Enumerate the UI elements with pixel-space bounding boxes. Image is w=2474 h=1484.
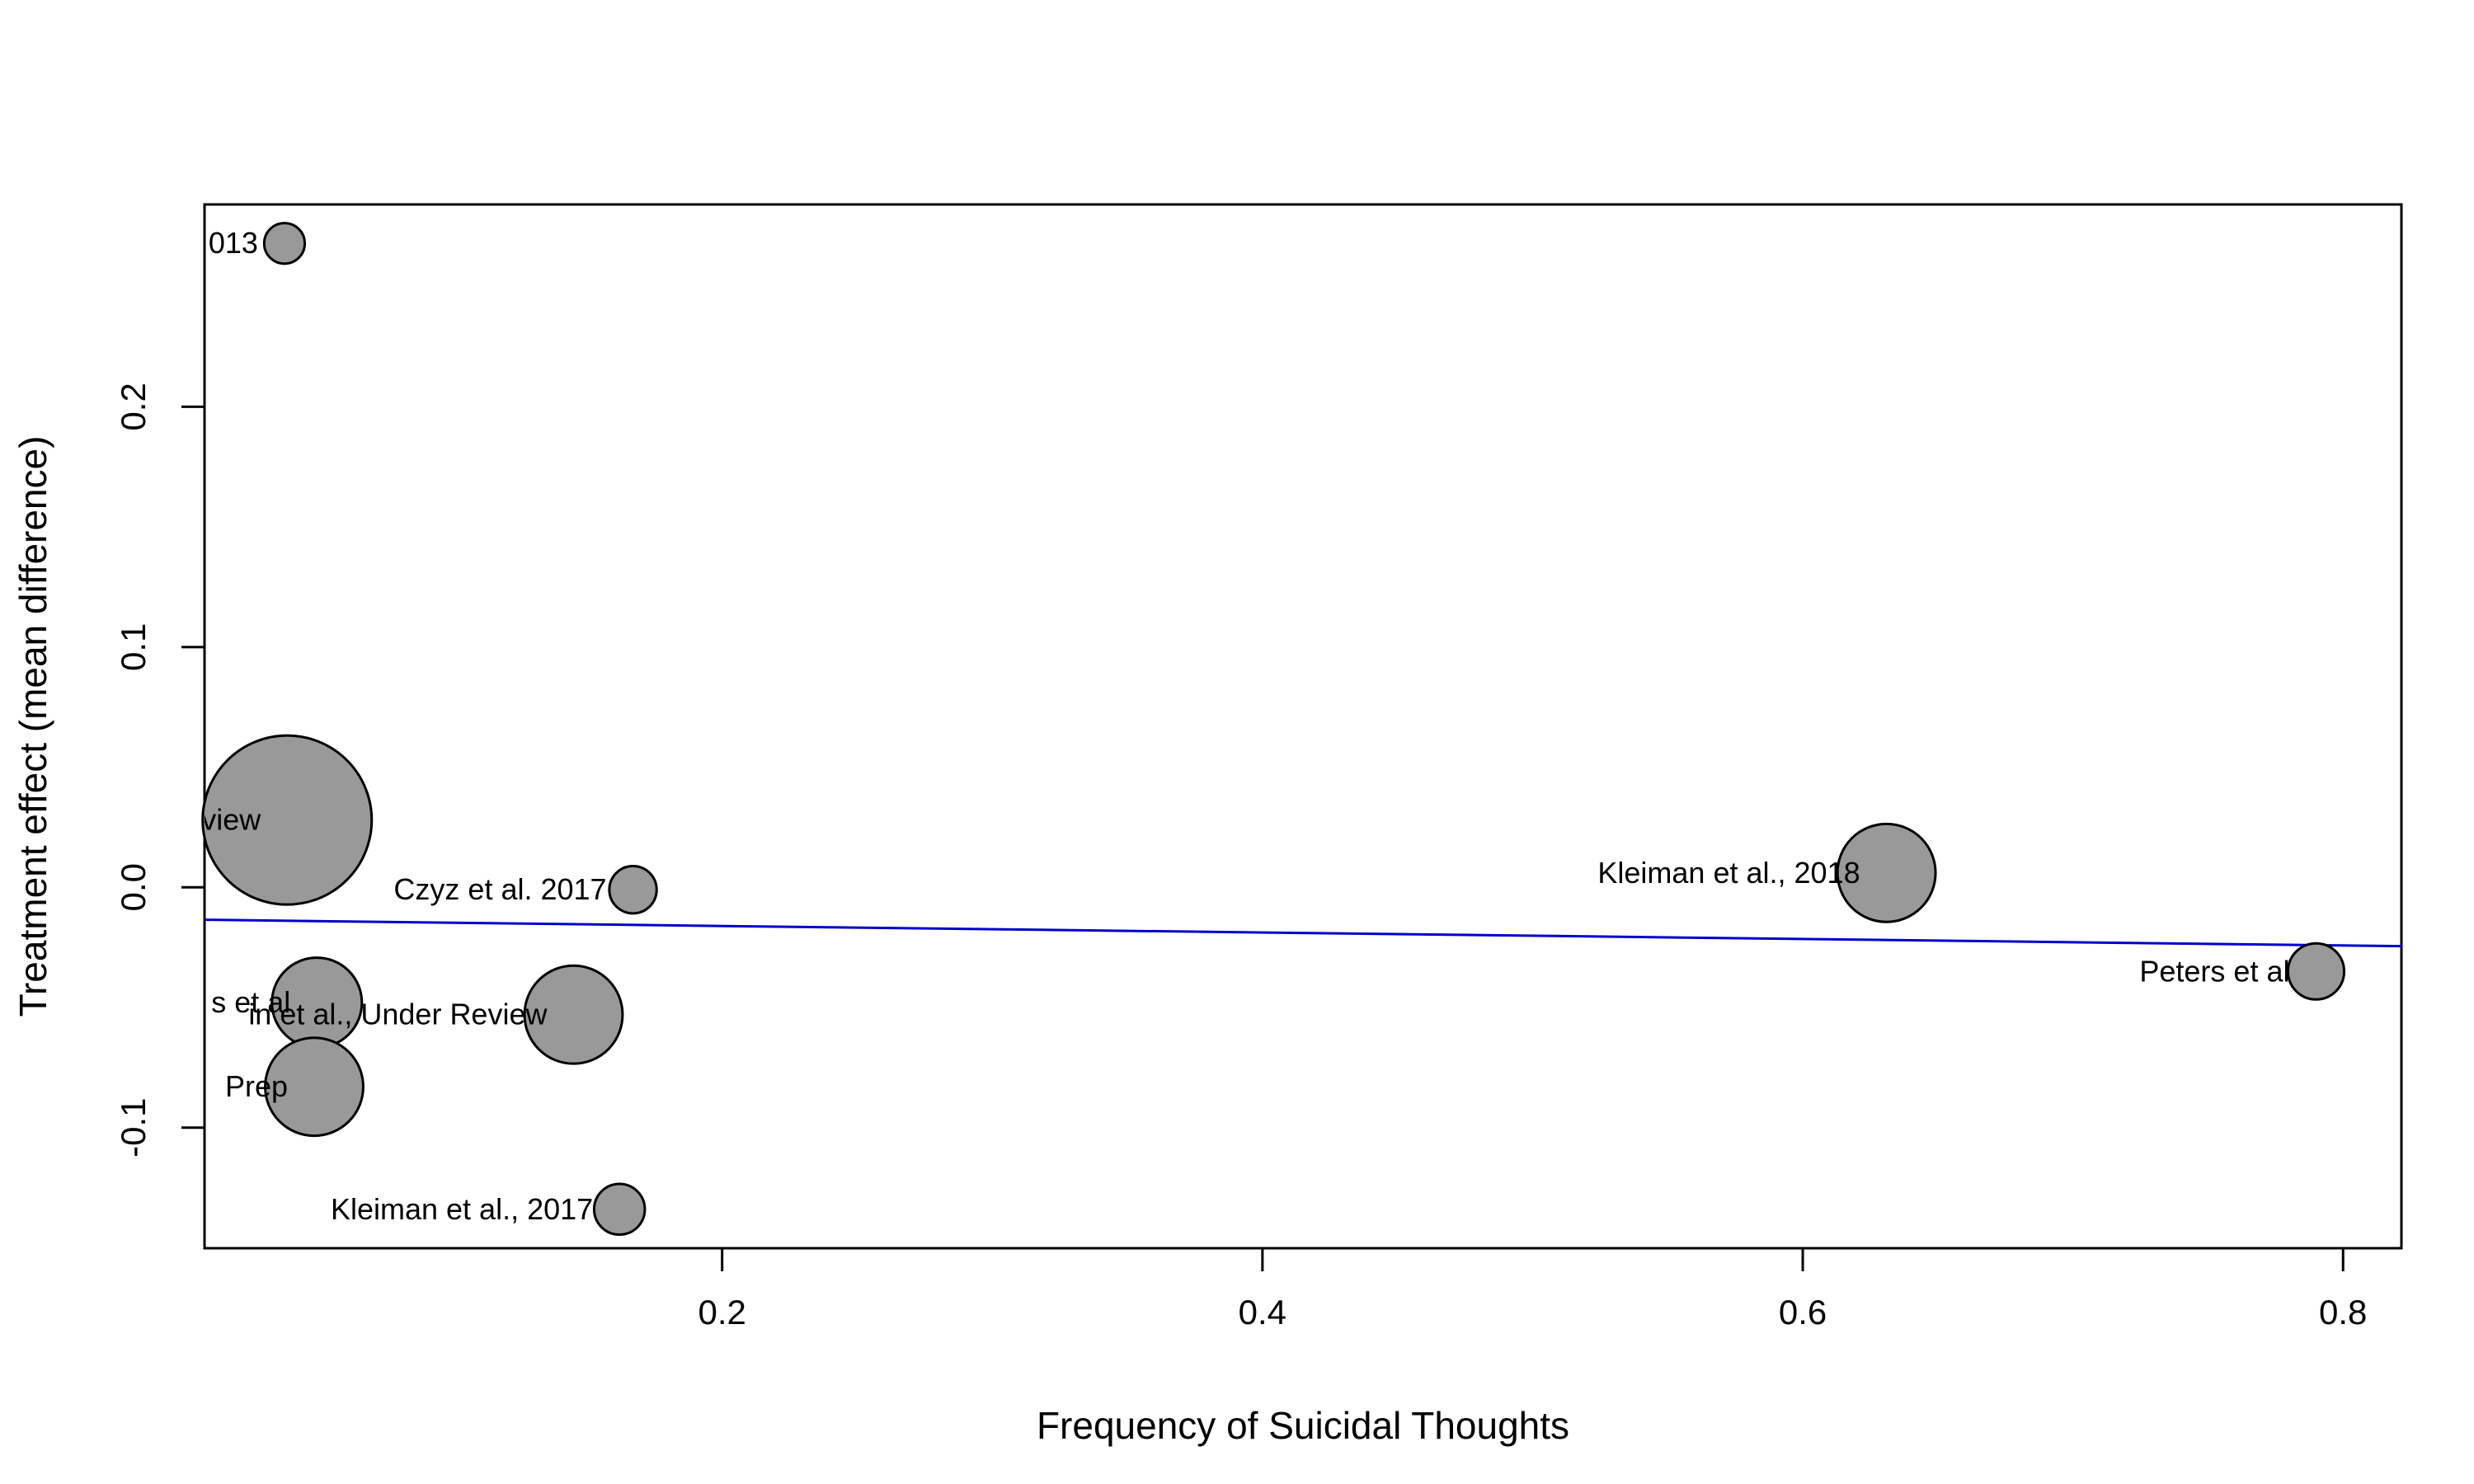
y-tick-label: -0.1 (114, 1098, 153, 1158)
data-point (264, 1036, 365, 1138)
data-point (262, 222, 307, 265)
point-label: in et al., Under Review (248, 998, 548, 1031)
x-tick-label: 0.4 (1239, 1293, 1286, 1331)
data-point (608, 864, 658, 915)
point-label: Kleiman et al., 2018 (1597, 856, 1860, 890)
x-tick-label: 0.2 (698, 1293, 745, 1331)
point-label: s et al (211, 985, 290, 1019)
data-point (201, 734, 374, 906)
point-label: 013 (209, 226, 258, 260)
y-tick-label: 0.1 (114, 623, 153, 671)
y-axis: -0.1 0.0 0.1 0.2 (114, 383, 205, 1158)
regression-line-group (204, 918, 2402, 948)
points-group (201, 222, 2346, 1237)
x-tick-label: 0.8 (2319, 1293, 2367, 1331)
y-tick-label: 0.2 (114, 383, 153, 430)
plot-area-frame (203, 203, 2403, 1250)
x-axis-label: Frequency of Suicidal Thoughts (1037, 1404, 1569, 1447)
data-point (592, 1182, 647, 1237)
point-label: Czyz et al. 2017 (393, 872, 606, 906)
point-label: view (201, 803, 261, 837)
data-point (523, 964, 624, 1065)
data-point (1836, 822, 1937, 923)
point-labels-group: 013 view Czyz et al. 2017 Kleiman et al., 2… (201, 226, 2289, 1226)
y-axis-label: Treatment effect (mean difference) (12, 436, 54, 1017)
x-axis: 0.2 0.4 0.6 0.8 (698, 1248, 2367, 1331)
x-tick-label: 0.6 (1779, 1293, 1827, 1331)
data-point (2286, 942, 2346, 1001)
y-tick-label: 0.0 (114, 863, 153, 911)
point-label: Prep (225, 1069, 288, 1103)
regression-line (204, 918, 2402, 948)
point-label: Peters et al (2139, 954, 2289, 988)
point-label: Kleiman et al., 2017 (331, 1192, 593, 1226)
